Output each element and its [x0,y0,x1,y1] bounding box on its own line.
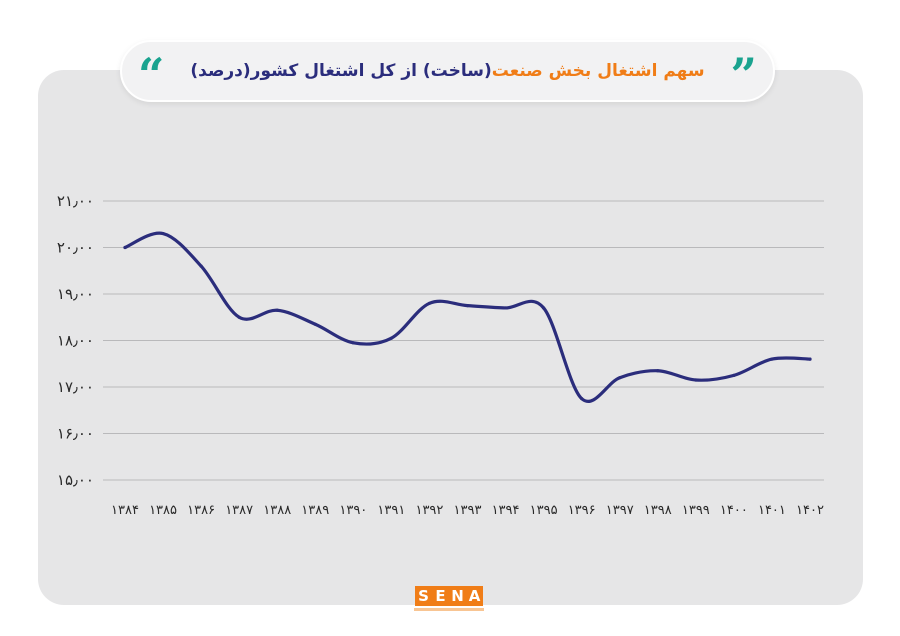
x-tick-label: ۱۳۸۷ [225,503,253,518]
data-point [503,306,508,310]
data-point [618,376,622,380]
y-tick-label: ۱۸٫۰۰ [57,332,94,350]
data-point [275,308,279,312]
x-tick-label: ۱۳۹۳ [454,503,482,518]
y-tick-label: ۲۰٫۰۰ [57,239,94,257]
x-tick-label: ۱۳۸۶ [187,503,215,518]
logo-letter: S [415,586,432,606]
data-point [161,231,165,236]
x-tick-label: ۱۳۹۲ [415,503,443,518]
data-point [465,304,470,308]
data-point [580,397,584,401]
title-banner: “ سهم اشتغال بخش صنعت(ساخت) از کل اشتغال… [120,40,775,102]
logo-letter: A [466,586,483,606]
chart-card [38,70,863,605]
sena-logo-underline [414,608,484,611]
x-tick-label: ۱۳۹۶ [568,503,596,518]
y-tick-label: ۱۷٫۰۰ [57,378,94,396]
data-point [237,315,241,319]
chart-title-rest: (ساخت) از کل اشتغال کشور(درصد) [190,61,492,81]
x-tick-label: ۱۳۸۵ [149,503,177,518]
chart-title: سهم اشتغال بخش صنعت(ساخت) از کل اشتغال ک… [190,61,704,81]
data-point [732,373,736,377]
data-point [313,322,317,326]
x-tick-label: ۱۳۹۸ [644,503,672,518]
data-point [389,336,393,340]
y-tick-label: ۱۹٫۰۰ [57,285,94,303]
x-tick-label: ۱۴۰۲ [796,503,824,518]
data-point [427,301,432,305]
chart-title-highlight: سهم اشتغال بخش صنعت [491,61,705,81]
x-tick-label: ۱۳۹۷ [606,503,634,518]
close-quote-icon: ” [730,52,757,90]
x-tick-label: ۱۳۸۸ [263,503,291,518]
x-tick-label: ۱۳۹۴ [492,503,520,518]
x-tick-label: ۱۳۹۵ [530,503,558,518]
data-point [808,357,812,361]
data-point [123,245,127,250]
data-point [351,341,355,345]
data-point [199,264,203,268]
x-tick-label: ۱۳۹۱ [377,503,405,518]
y-tick-label: ۱۵٫۰۰ [57,471,94,489]
x-tick-label: ۱۳۸۹ [301,503,329,518]
data-point [542,306,546,310]
open-quote-icon: “ [138,52,165,90]
x-tick-label: ۱۳۹۰ [339,503,367,518]
series-line [123,231,812,403]
x-tick-label: ۱۴۰۰ [720,503,748,518]
y-tick-label: ۱۶٫۰۰ [57,425,94,443]
x-tick-label: ۱۳۸۴ [111,503,139,518]
data-point [656,369,660,373]
logo-letter: E [432,586,449,606]
y-tick-label: ۲۱٫۰۰ [57,192,94,210]
x-tick-label: ۱۳۹۹ [682,503,710,518]
logo-letter: N [449,586,466,606]
data-point [770,357,774,361]
data-point [694,378,698,382]
x-tick-label: ۱۴۰۱ [758,503,786,518]
